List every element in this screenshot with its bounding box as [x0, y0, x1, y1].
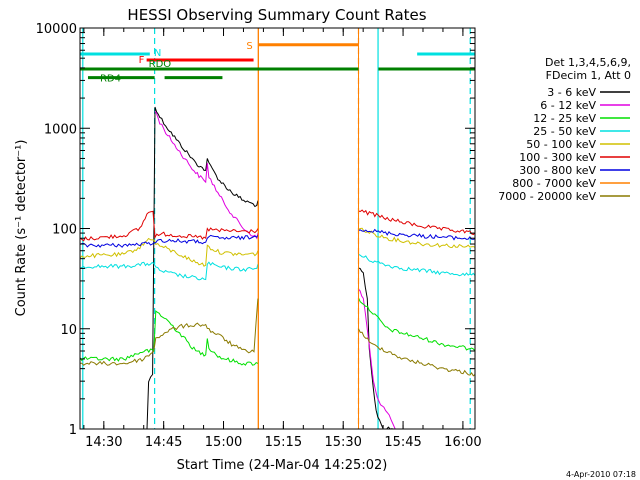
flag-rd4-label: RD4 — [100, 74, 121, 85]
legend-label-5: 50 - 100 keV — [526, 138, 596, 151]
series-12-25-kev-segment-1 — [79, 310, 259, 366]
series-25-50-kev-segment-1 — [79, 261, 259, 281]
legend-entry-9: 7000 - 20000 keV — [498, 190, 630, 203]
flag-rd4: RD4 — [87, 74, 223, 85]
x-tick-label-5: 15:30 — [324, 435, 361, 450]
series-6-12-kev — [154, 111, 396, 430]
plot-layer: NF S RDO RD4 — [79, 28, 476, 430]
legend-label-7: 300 - 800 keV — [519, 164, 596, 177]
y-axis-label: Count Rate (s⁻¹ detector⁻¹) — [14, 140, 29, 317]
legend-entry-7: 300 - 800 keV — [519, 164, 630, 177]
x-tick-label-1: 14:30 — [85, 435, 122, 450]
x-tick-label-7: 16:00 — [444, 435, 481, 450]
legend-header-line-1: Det 1,3,4,5,6,9, — [545, 56, 631, 69]
series-300-800-kev-segment-2 — [358, 228, 476, 241]
series-3-6-kev — [146, 106, 396, 430]
series-6-12-kev-segment-1 — [154, 111, 259, 240]
x-axis: 14:30 14:45 15:00 15:15 15:30 15:45 16:00 — [83, 28, 482, 450]
series-6-12-kev-segment-2 — [358, 288, 396, 430]
x-tick-label-4: 15:15 — [265, 435, 302, 450]
flag-n-label: N — [154, 48, 161, 59]
series-300-800-kev — [79, 228, 476, 248]
y-tick-label-1: 1 — [69, 423, 77, 438]
series-50-100-kev — [79, 227, 476, 267]
flag-rdo-label: RDO — [149, 59, 172, 70]
flag-s: S — [246, 41, 359, 52]
x-tick-label-3: 15:00 — [205, 435, 242, 450]
flag-n: N — [80, 48, 475, 59]
flag-rdo: RDO — [80, 59, 475, 71]
legend-label-8: 800 - 7000 keV — [512, 177, 596, 190]
legend-label-1: 3 - 6 keV — [547, 86, 596, 99]
legend-label-3: 12 - 25 keV — [533, 112, 596, 125]
legend-label-9: 7000 - 20000 keV — [498, 190, 596, 203]
legend-entry-2: 6 - 12 keV — [540, 99, 630, 112]
x-tick-label-2: 14:45 — [145, 435, 182, 450]
flag-f-label: F — [139, 55, 145, 66]
series-100-300-kev — [79, 209, 476, 242]
y-tick-label-2: 10 — [60, 323, 77, 338]
legend-entry-5: 50 - 100 keV — [526, 138, 630, 151]
series-7000-20000-kev-segment-2 — [358, 328, 476, 377]
series-800-7000-kev — [257, 28, 359, 429]
series-3-6-kev-segment-1 — [146, 106, 259, 430]
series-3-6-kev-segment-2 — [358, 267, 396, 430]
chart-title: HESSI Observing Summary Count Rates — [127, 6, 426, 24]
legend-label-6: 100 - 300 keV — [519, 151, 596, 164]
y-axis: 1 10 100 1000 10000 — [36, 22, 475, 438]
series-100-300-kev-segment-1 — [79, 210, 259, 242]
timestamp: 4-Apr-2010 07:18 — [566, 470, 636, 479]
legend-header-line-2: FDecim 1, Att 0 — [546, 69, 631, 82]
legend-entry-3: 12 - 25 keV — [533, 112, 630, 125]
legend-entry-1: 3 - 6 keV — [547, 86, 630, 99]
series-100-300-kev-segment-2 — [358, 209, 476, 236]
series-25-50-kev — [79, 253, 476, 281]
flag-f: F — [139, 55, 254, 66]
series-12-25-kev — [79, 297, 476, 366]
y-tick-label-3: 100 — [52, 223, 77, 238]
series-300-800-kev-segment-1 — [79, 234, 259, 248]
y-tick-label-5: 10000 — [36, 22, 77, 37]
series-50-100-kev-segment-1 — [79, 237, 259, 267]
legend-entry-6: 100 - 300 keV — [519, 151, 630, 164]
series-7000-20000-kev — [79, 298, 476, 377]
legend-label-2: 6 - 12 keV — [540, 99, 596, 112]
series-25-50-kev-segment-2 — [358, 253, 476, 277]
series-50-100-kev-segment-2 — [358, 227, 476, 249]
x-tick-label-6: 15:45 — [384, 435, 421, 450]
x-axis-label: Start Time (24-Mar-04 14:25:02) — [177, 458, 388, 473]
legend-entry-4: 25 - 50 keV — [533, 125, 630, 138]
legend-label-4: 25 - 50 keV — [533, 125, 596, 138]
series-7000-20000-kev-segment-1 — [79, 298, 259, 366]
legend: Det 1,3,4,5,6,9, FDecim 1, Att 0 3 - 6 k… — [498, 56, 631, 203]
y-tick-label-4: 1000 — [44, 122, 77, 137]
flag-s-label: S — [246, 41, 252, 52]
series-12-25-kev-segment-2 — [358, 297, 476, 352]
legend-entry-8: 800 - 7000 keV — [512, 177, 630, 190]
